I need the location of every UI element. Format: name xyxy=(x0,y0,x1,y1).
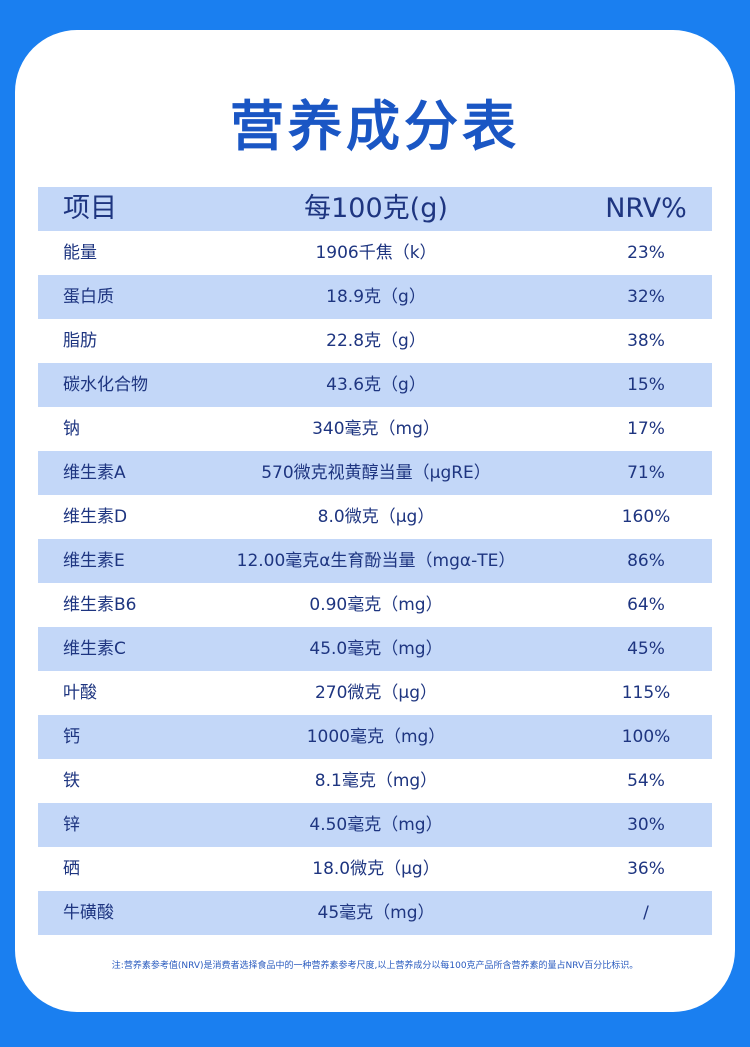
table-cell: 22.8克（g） xyxy=(326,331,426,351)
table-cell: 叶酸 xyxy=(63,683,97,703)
table-row: 维生素E 12.00毫克α生育酚当量（mgα-TE） 86% xyxy=(38,539,712,583)
table-cell: / xyxy=(643,903,649,923)
table-cell: 8.0微克（μg） xyxy=(317,507,435,527)
table-cell: 维生素E xyxy=(63,551,125,571)
table-row: 碳水化合物 43.6克（g） 15% xyxy=(38,363,712,407)
table-cell: 硒 xyxy=(63,859,80,879)
table-row: 牛磺酸 45毫克（mg） / xyxy=(38,891,712,935)
table-cell: 23% xyxy=(627,243,665,263)
column-header: 每100克(g) xyxy=(304,193,448,224)
table-row: 钙 1000毫克（mg） 100% xyxy=(38,715,712,759)
table-cell: 能量 xyxy=(63,243,97,263)
column-header: NRV% xyxy=(605,193,687,224)
table-cell: 270微克（μg） xyxy=(314,683,438,703)
table-row: 脂肪 22.8克（g） 38% xyxy=(38,319,712,363)
table-cell: 维生素B6 xyxy=(63,595,137,615)
column-header: 项目 xyxy=(63,193,117,224)
table-cell: 71% xyxy=(627,463,665,483)
table-row: 硒 18.0微克（μg） 36% xyxy=(38,847,712,891)
table-cell: 铁 xyxy=(63,771,80,791)
table-row: 维生素D 8.0微克（μg） 160% xyxy=(38,495,712,539)
table-cell: 86% xyxy=(627,551,665,571)
table-cell: 32% xyxy=(627,287,665,307)
table-cell: 脂肪 xyxy=(63,331,97,351)
table-cell: 115% xyxy=(621,683,671,703)
table-cell: 维生素D xyxy=(63,507,128,527)
table-cell: 30% xyxy=(627,815,665,835)
table-row: 叶酸 270微克（μg） 115% xyxy=(38,671,712,715)
nutrition-table: 项目 每100克(g) NRV% 能量 1906千焦（k） 23% 蛋白质 18.9克（g） 3… xyxy=(38,187,712,935)
table-cell: 1000毫克（mg） xyxy=(306,727,446,747)
table-cell: 36% xyxy=(627,859,665,879)
table-row: 能量 1906千焦（k） 23% xyxy=(38,231,712,275)
table-cell: 43.6克（g） xyxy=(326,375,426,395)
table-row: 铁 8.1毫克（mg） 54% xyxy=(38,759,712,803)
table-cell: 570微克视黄醇当量（μgRE） xyxy=(261,463,491,483)
table-cell: 64% xyxy=(627,595,665,615)
table-row: 维生素B6 0.90毫克（mg） 64% xyxy=(38,583,712,627)
table-cell: 340毫克（mg） xyxy=(312,419,440,439)
table-cell: 160% xyxy=(621,507,671,527)
table-cell: 碳水化合物 xyxy=(63,375,148,395)
table-cell: 45.0毫克（mg） xyxy=(309,639,443,659)
table-row: 钠 340毫克（mg） 17% xyxy=(38,407,712,451)
table-cell: 38% xyxy=(627,331,665,351)
table-cell: 钙 xyxy=(63,727,80,747)
table-cell: 钠 xyxy=(63,419,80,439)
table-cell: 蛋白质 xyxy=(63,287,114,307)
title: 营养成分表 xyxy=(230,95,520,158)
table-row: 蛋白质 18.9克（g） 32% xyxy=(38,275,712,319)
table-cell: 45% xyxy=(627,639,665,659)
table-cell: 1906千焦（k） xyxy=(315,243,437,263)
table-cell: 0.90毫克（mg） xyxy=(309,595,443,615)
table-cell: 12.00毫克α生育酚当量（mgα-TE） xyxy=(236,551,516,571)
table-row: 锌 4.50毫克（mg） 30% xyxy=(38,803,712,847)
table-cell: 4.50毫克（mg） xyxy=(309,815,443,835)
header-row: 项目 每100克(g) NRV% xyxy=(38,187,712,231)
table-cell: 8.1毫克（mg） xyxy=(314,771,438,791)
table-cell: 15% xyxy=(627,375,665,395)
table-cell: 牛磺酸 xyxy=(63,903,114,923)
table-cell: 45毫克（mg） xyxy=(317,903,435,923)
table-cell: 18.0微克（μg） xyxy=(312,859,440,879)
table-cell: 54% xyxy=(627,771,665,791)
table-cell: 维生素C xyxy=(63,639,126,659)
table-cell: 17% xyxy=(627,419,665,439)
table-row: 维生素C 45.0毫克（mg） 45% xyxy=(38,627,712,671)
table-cell: 锌 xyxy=(63,815,80,835)
footnote: 注:营养素参考值(NRV)是消费者选择食品中的一种营养素参考尺度,以上营养成分以… xyxy=(111,961,639,971)
table-cell: 18.9克（g） xyxy=(326,287,426,307)
table-cell: 维生素A xyxy=(63,463,126,483)
table-cell: 100% xyxy=(621,727,671,747)
table-row: 维生素A 570微克视黄醇当量（μgRE） 71% xyxy=(38,451,712,495)
